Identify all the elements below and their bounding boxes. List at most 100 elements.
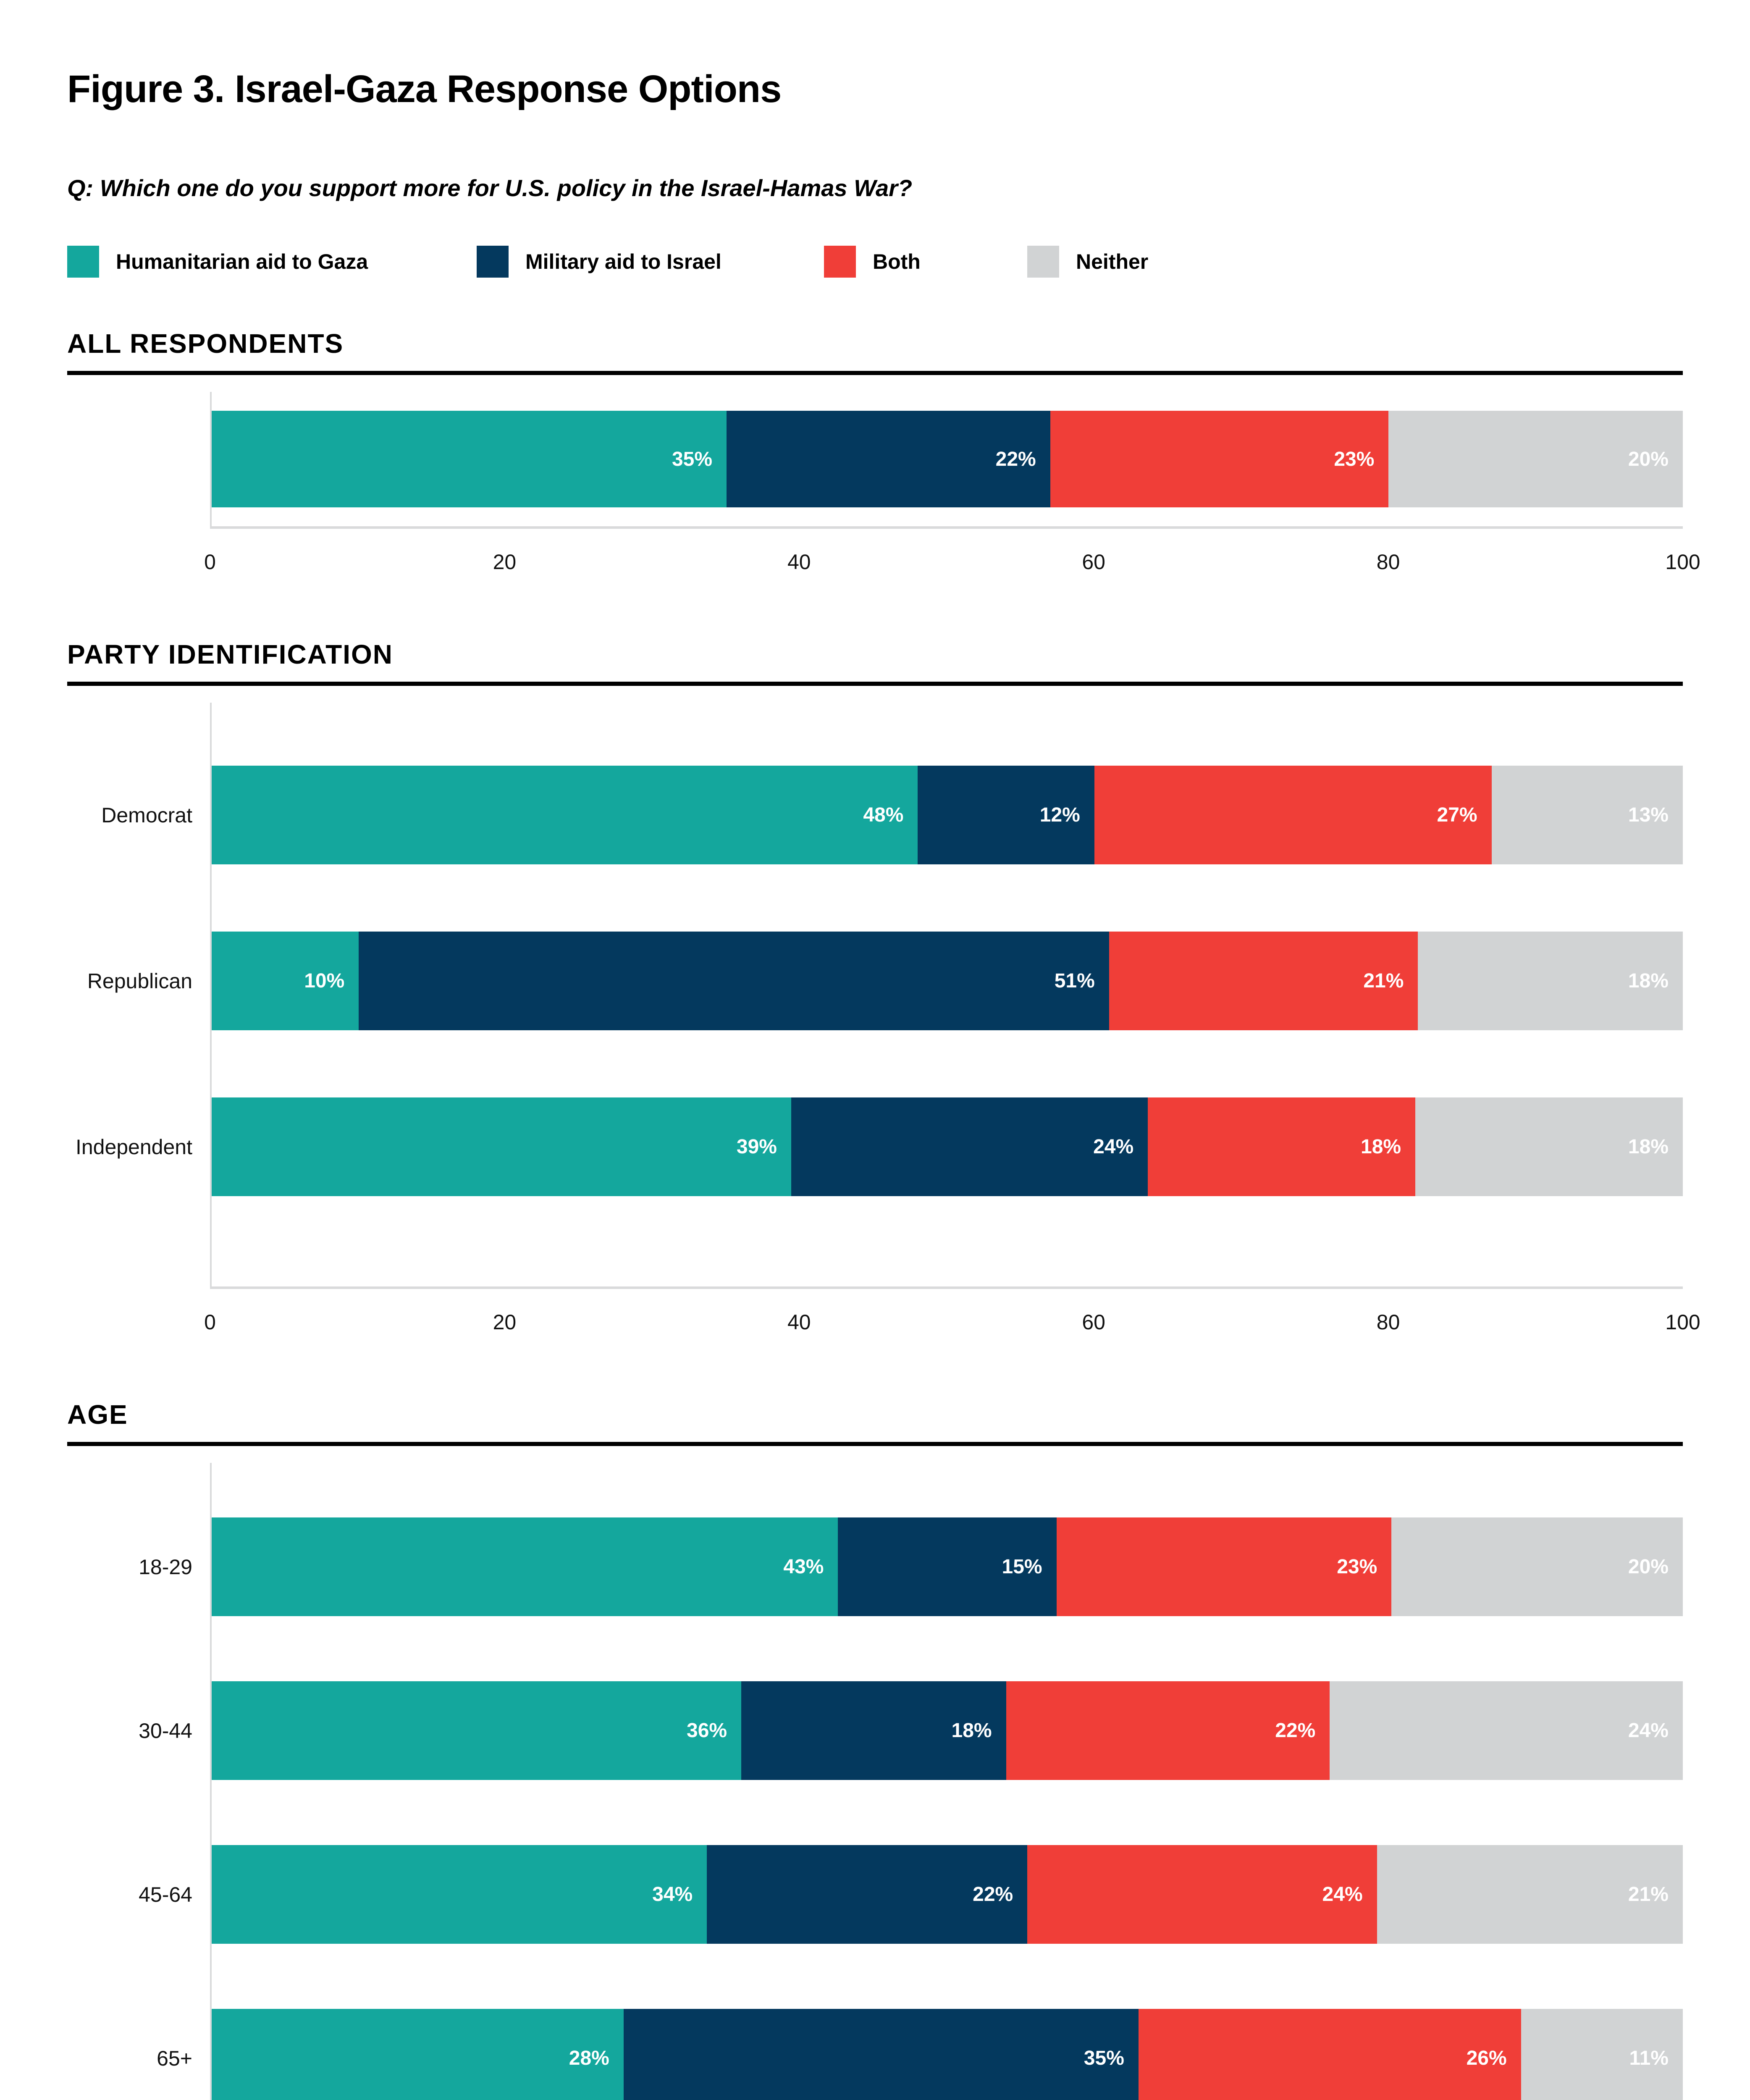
plot-area: 18-29 43% 15% 23% 20% 30-44 36% 18% 22% 24% 45-64 3… [139,1463,1683,2100]
bar-segment-value: 18% [1628,1136,1669,1158]
bar-segment: 24% [791,1097,1148,1196]
section-all-respondents: ALL RESPONDENTS 35% 22% 23% 20% 0 20 40 60 80 10… [67,328,1700,576]
bar-segment: 48% [212,766,918,864]
legend-swatch [824,246,856,278]
bar-segment-value: 35% [672,448,713,470]
category-label: Independent [75,1135,192,1159]
bar-segment-value: 20% [1628,448,1669,470]
bar-segment: 34% [212,1845,707,1944]
bar-segment: 39% [212,1097,791,1196]
bar-segment-value: 35% [1084,2047,1124,2069]
bar-segment-value: 27% [1437,804,1477,826]
bar-segment: 20% [1391,1517,1683,1616]
legend-label: Neither [1076,250,1149,273]
bar-segment-value: 28% [569,2047,609,2069]
category-label: Republican [87,969,192,993]
x-axis-ticks: 0 20 40 60 80 100 [204,1310,1700,1336]
bar-segment-value: 20% [1628,1556,1669,1578]
x-axis-tick-label: 60 [1082,550,1105,574]
bar-segment: 24% [1027,1845,1377,1944]
bar-segment-value: 22% [973,1883,1013,1906]
bar-segment-value: 23% [1337,1556,1377,1578]
legend-swatch [1027,246,1059,278]
bar-row: 30-44 36% 18% 22% 24% [139,1681,1683,1780]
plot-area: Democrat 48% 12% 27% 13% Republican 10% 51% 21% 1… [76,703,1683,1289]
bar-segment: 12% [918,766,1094,864]
bar-segment: 23% [1050,411,1389,507]
bar-segment-value: 21% [1363,970,1404,992]
bar-segment: 22% [1006,1681,1330,1780]
stacked-bar-chart-age: 18-29 43% 15% 23% 20% 30-44 36% 18% 22% 24% 45-64 3… [67,1463,1683,2100]
bar-segment: 28% [212,2009,624,2100]
legend-item: Neither [1027,246,1148,278]
bar-segment-value: 39% [736,1136,777,1158]
bar-segment-value: 24% [1093,1136,1134,1158]
x-axis-ticks: 0 20 40 60 80 100 [204,550,1700,576]
bar-segment-value: 51% [1054,970,1095,992]
section-rule [67,682,1683,686]
bar-segment: 18% [1415,1097,1683,1196]
bar-row: 65+ 28% 35% 26% 11% [157,2009,1683,2100]
bar-row: Republican 10% 51% 21% 18% [87,932,1683,1030]
bar-segment-value: 22% [1275,1719,1316,1742]
bar-segment: 26% [1138,2009,1521,2100]
bar-segment: 11% [1521,2009,1683,2100]
legend-label: Both [873,250,921,273]
legend: Humanitarian aid to Gaza Military aid to … [67,246,1683,278]
x-axis-tick-label: 20 [493,1310,517,1334]
x-axis-tick-label: 60 [1082,1310,1105,1334]
bar-segment: 20% [1388,411,1683,507]
bar-segment: 15% [838,1517,1057,1616]
bar-segment-value: 48% [863,804,904,826]
bar-segment-value: 24% [1322,1883,1363,1906]
bar-segment-value: 10% [304,970,345,992]
legend-item: Both [824,246,1027,278]
bar-segment: 22% [727,411,1050,507]
bar-row: Democrat 48% 12% 27% 13% [101,766,1683,864]
bar-segment-value: 18% [1361,1136,1401,1158]
x-axis-tick-label: 100 [1665,550,1700,574]
section-title: ALL RESPONDENTS [67,328,344,359]
bar-segment-value: 24% [1628,1719,1669,1742]
bar-segment: 18% [741,1681,1006,1780]
section-age: AGE 18-29 43% 15% 23% 20% 30-44 36% 18% 22% 24% 45… [67,1399,1683,2100]
bar-segment-value: 26% [1466,2047,1507,2069]
bar-segment: 35% [623,2009,1139,2100]
bar-segment-value: 18% [951,1719,992,1742]
legend-swatch [67,246,99,278]
bar-segment-value: 23% [1334,448,1375,470]
x-axis-tick-label: 0 [204,1310,216,1334]
bar-segment-value: 12% [1039,804,1080,826]
bar-row: Independent 39% 24% 18% 18% [76,1097,1683,1196]
bar-row: 45-64 34% 22% 24% 21% [139,1845,1683,1944]
bar-segment: 18% [1418,932,1683,1030]
bar-segment-value: 15% [1002,1556,1042,1578]
category-label: 18-29 [139,1555,192,1579]
bar-segment: 18% [1148,1097,1416,1196]
x-axis-tick-label: 0 [204,550,216,574]
x-axis-tick-label: 80 [1376,550,1400,574]
bar-segment-value: 36% [687,1719,727,1742]
bar-segment: 43% [212,1517,838,1616]
x-axis-tick-label: 40 [787,1310,811,1334]
plot-area: 35% 22% 23% 20% [210,392,1683,529]
bar-segment-value: 21% [1628,1883,1669,1906]
bar-segment: 24% [1330,1681,1683,1780]
section-title: AGE [67,1399,128,1430]
stacked-bar-chart-party-identification: Democrat 48% 12% 27% 13% Republican 10% 51% 21% 1… [67,703,1700,1336]
figure-title: Figure 3. Israel-Gaza Response Options [67,68,782,110]
section-title: PARTY IDENTIFICATION [67,639,393,669]
x-axis-tick-label: 80 [1376,1310,1400,1334]
section-rule [67,371,1683,375]
survey-question: Q: Which one do you support more for U.S… [67,175,913,201]
bar-segment: 10% [212,932,359,1030]
section-rule [67,1442,1683,1446]
x-axis-tick-label: 20 [493,550,517,574]
legend-label: Military aid to Israel [525,250,722,273]
bar-segment: 22% [707,1845,1028,1944]
section-party-identification: PARTY IDENTIFICATION Democrat 48% 12% 27% 13… [67,639,1700,1336]
legend-label: Humanitarian aid to Gaza [116,250,368,273]
x-axis-tick-label: 100 [1665,1310,1700,1334]
bar-segment: 13% [1491,766,1683,864]
